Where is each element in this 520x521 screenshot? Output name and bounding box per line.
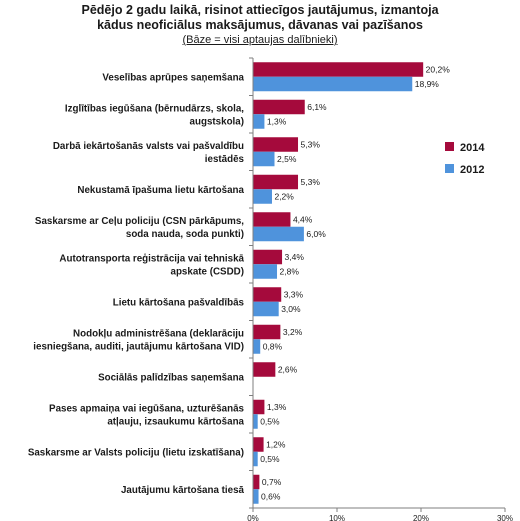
category-label: Sociālās palīdzības saņemšana xyxy=(98,372,244,383)
chart-title-line1: Pēdējo 2 gadu laikā, risinot attiecīgos … xyxy=(81,3,439,17)
category-label: Pases apmaiņa vai iegūšana, uzturēšanās a… xyxy=(49,403,245,427)
data-label-2012: 2,5% xyxy=(277,154,297,164)
data-label-2014: 3,3% xyxy=(284,290,304,300)
bar-2012 xyxy=(253,264,278,279)
category-label: Nodokļu administrēšana (deklarāciju iesni… xyxy=(33,328,244,352)
data-label-2012: 6,0% xyxy=(306,229,326,239)
data-label-2012: 2,8% xyxy=(280,267,300,277)
data-label-2012: 0,8% xyxy=(263,342,283,352)
bar-2014 xyxy=(253,62,424,77)
bar-2012 xyxy=(253,189,272,204)
bar-2014 xyxy=(253,474,260,490)
legend-label-2012: 2012 xyxy=(460,164,484,176)
legend-swatch-2014 xyxy=(445,142,454,151)
bar-2012 xyxy=(253,339,261,354)
category-label-line: soda nauda, soda punkti) xyxy=(126,229,244,240)
category-label: Lietu kārtošana pašvaldībās xyxy=(113,297,245,308)
data-label-2012: 0,5% xyxy=(260,454,280,464)
category-label-line: Nekustamā īpašuma lietu kārtošana xyxy=(77,185,244,196)
x-tick-label: 10% xyxy=(329,514,345,521)
bar-2012 xyxy=(253,151,275,167)
category-label: Saskarsme ar Ceļu policiju (CSN pārkāpum… xyxy=(35,216,244,240)
bar-2012 xyxy=(253,301,279,317)
data-label-2012: 0,6% xyxy=(261,492,281,502)
category-label-line: atļauju, izsaukumu kārtošana xyxy=(107,416,244,427)
data-label-2014: 2,6% xyxy=(278,365,298,375)
category-label-line: Pases apmaiņa vai iegūšana, uzturēšanās xyxy=(49,403,244,414)
data-label-2012: 3,0% xyxy=(281,304,301,314)
bar-2014 xyxy=(253,287,282,302)
bar-2014 xyxy=(253,437,264,452)
bar-2014 xyxy=(253,362,276,377)
x-tick-label: 30% xyxy=(497,514,513,521)
x-tick-label: 0% xyxy=(247,514,259,521)
data-label-2014: 3,2% xyxy=(283,327,303,337)
x-tick-label: 20% xyxy=(413,514,429,521)
data-label-2014: 0,7% xyxy=(262,477,282,487)
data-label-2012: 2,2% xyxy=(274,192,294,202)
category-label-line: Veselības aprūpes saņemšana xyxy=(102,72,244,83)
bar-2012 xyxy=(253,489,259,504)
category-label-line: Izglītības iegūšana (bērnudārzs, skola, xyxy=(65,103,244,114)
category-label: Jautājumu kārtošana tiesā xyxy=(121,485,245,496)
bar-2014 xyxy=(253,99,305,115)
category-label: Darbā iekārtošanās valsts vai pašvaldību… xyxy=(53,141,245,165)
category-label-line: Autotransporta reģistrācija vai tehniskā xyxy=(59,253,244,264)
chart-title: Pēdējo 2 gadu laikā, risinot attiecīgos … xyxy=(0,3,520,33)
data-label-2014: 4,4% xyxy=(293,215,313,225)
category-label: Veselības aprūpes saņemšana xyxy=(102,72,244,83)
data-label-2014: 5,3% xyxy=(301,140,321,150)
bar-2012 xyxy=(253,114,265,129)
data-label-2014: 20,2% xyxy=(426,65,451,75)
category-label-line: Darbā iekārtošanās valsts vai pašvaldību xyxy=(53,141,244,152)
data-label-2014: 3,4% xyxy=(285,252,305,262)
data-label-2014: 6,1% xyxy=(307,102,327,112)
category-label-line: Lietu kārtošana pašvaldībās xyxy=(113,297,245,308)
bar-2012 xyxy=(253,226,304,242)
data-label-2012: 0,5% xyxy=(260,417,280,427)
legend-label-2014: 2014 xyxy=(460,142,485,154)
data-label-2014: 1,3% xyxy=(267,402,287,412)
category-label: Saskarsme ar Valsts policiju (lietu izsk… xyxy=(28,447,244,458)
category-label: Izglītības iegūšana (bērnudārzs, skola, a… xyxy=(65,103,244,127)
chart-subtitle: (Bāze = visi aptaujas dalībnieki) xyxy=(182,34,338,46)
bar-2012 xyxy=(253,76,413,92)
category-label-line: Nodokļu administrēšana (deklarāciju xyxy=(73,328,244,339)
category-label-line: Saskarsme ar Valsts policiju (lietu izsk… xyxy=(28,447,244,458)
bar-2012 xyxy=(253,414,258,429)
category-label-line: iestādēs xyxy=(205,154,245,165)
legend-swatch-2012 xyxy=(445,164,454,173)
category-label-line: iesniegšana, auditi, jautājumu kārtošana… xyxy=(33,341,244,352)
category-label-line: Sociālās palīdzības saņemšana xyxy=(98,372,244,383)
data-label-2012: 1,3% xyxy=(267,117,287,127)
data-label-2012: 18,9% xyxy=(415,79,440,89)
category-label-line: Saskarsme ar Ceļu policiju (CSN pārkāpum… xyxy=(35,216,244,227)
category-label-line: augstskola) xyxy=(190,116,244,127)
category-label: Nekustamā īpašuma lietu kārtošana xyxy=(77,185,244,196)
data-label-2014: 1,2% xyxy=(266,440,286,450)
bar-2014 xyxy=(253,174,299,190)
data-label-2014: 5,3% xyxy=(301,177,321,187)
bar-2014 xyxy=(253,399,265,415)
bar-2012 xyxy=(253,451,258,467)
category-label: Autotransporta reģistrācija vai tehniskā… xyxy=(59,253,244,277)
bar-2014 xyxy=(253,324,281,340)
category-label-line: Jautājumu kārtošana tiesā xyxy=(121,485,245,496)
bar-2014 xyxy=(253,212,291,227)
bar-2014 xyxy=(253,249,283,265)
category-label-line: apskate (CSDD) xyxy=(171,266,245,277)
chart-title-line2: kādus neoficiālus maksājumus, dāvanas va… xyxy=(97,18,423,32)
bar-2014 xyxy=(253,137,299,152)
